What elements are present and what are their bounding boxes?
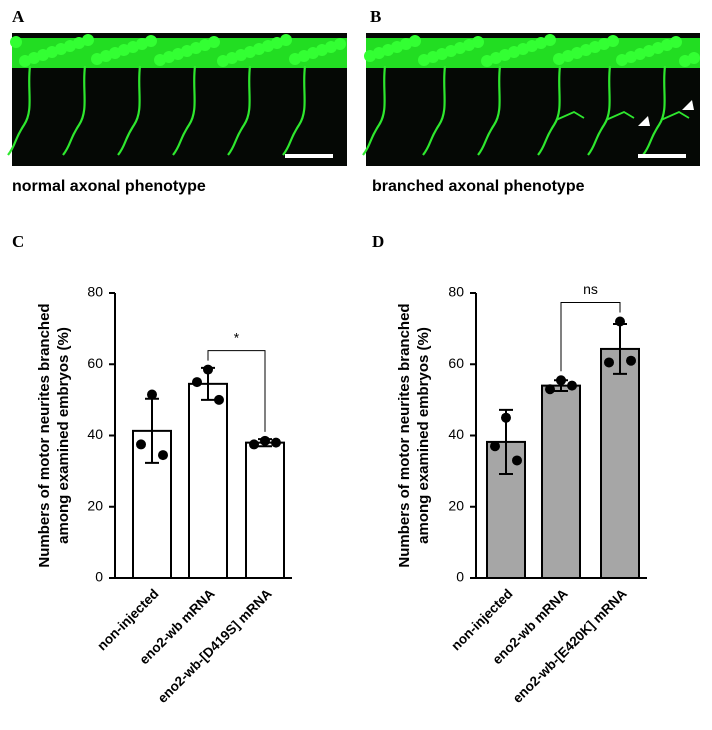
data-point	[567, 380, 577, 391]
micrograph-content	[7, 34, 700, 158]
axon	[477, 65, 502, 156]
cell-body	[472, 36, 484, 48]
axon	[7, 65, 32, 156]
significance-bracket	[207, 350, 266, 432]
significance-label: ns	[583, 281, 598, 297]
panel-label: B	[370, 7, 381, 26]
axon-branch	[660, 110, 690, 121]
data-point	[249, 439, 259, 450]
data-point	[203, 364, 213, 375]
data-point	[260, 435, 270, 446]
data-point	[501, 412, 511, 423]
x-tick-label: eno2-wb-[E420K] mRNA	[510, 586, 630, 706]
y-axis-label: among examined embryos (%)	[55, 327, 72, 544]
axon	[172, 65, 197, 156]
y-axis-label: Numbers of motor neurites branched	[396, 303, 413, 567]
cell-body	[82, 34, 94, 46]
cell-body	[334, 38, 346, 50]
cell-body	[688, 52, 700, 64]
significance-label: *	[234, 329, 240, 345]
data-point	[214, 394, 224, 405]
y-tick-label: 20	[87, 497, 103, 513]
data-point	[604, 357, 614, 368]
cell-body	[607, 35, 619, 47]
data-point	[271, 437, 281, 448]
y-tick-label: 0	[456, 569, 464, 585]
x-tick-label: eno2-wb-[D419S] mRNA	[155, 586, 275, 706]
axon	[587, 65, 612, 156]
y-tick-label: 80	[448, 284, 464, 300]
panel-label: C	[12, 232, 24, 251]
data-point	[192, 377, 202, 388]
cell-body	[10, 36, 22, 48]
bar	[600, 347, 640, 579]
data-point	[615, 316, 625, 327]
y-tick-label: 80	[87, 284, 103, 300]
bar	[188, 382, 228, 579]
scale-bar	[638, 154, 686, 158]
y-tick-label: 40	[448, 426, 464, 442]
y-axis-label: Numbers of motor neurites branched	[36, 303, 53, 567]
y-axis-label: among examined embryos (%)	[415, 327, 432, 544]
panel-label: D	[372, 232, 384, 251]
data-point	[556, 375, 566, 386]
cell-body	[280, 34, 292, 46]
y-tick-label: 0	[95, 569, 103, 585]
y-tick-label: 40	[87, 426, 103, 442]
bar-chart: Numbers of motor neurites branched among …	[36, 284, 292, 706]
caption: normal axonal phenotype	[12, 178, 206, 195]
axon	[362, 65, 387, 156]
cell-body	[670, 36, 682, 48]
axon	[422, 65, 447, 156]
scale-bar	[285, 154, 333, 158]
data-point	[136, 439, 146, 450]
y-tick-label: 60	[448, 355, 464, 371]
caption: branched axonal phenotype	[372, 178, 585, 195]
axon	[537, 65, 562, 156]
bar	[245, 441, 285, 579]
axon	[227, 65, 252, 156]
cell-body	[208, 36, 220, 48]
cell-body	[544, 34, 556, 46]
y-tick-label: 20	[448, 497, 464, 513]
arrowhead	[682, 100, 694, 110]
data-point	[545, 384, 555, 395]
arrowhead	[638, 116, 650, 126]
bar-chart: Numbers of motor neurites branched among …	[396, 281, 647, 706]
axon	[62, 65, 87, 156]
axon	[642, 65, 667, 156]
axon-branch	[605, 110, 635, 121]
data-point	[512, 455, 522, 466]
y-tick-label: 60	[87, 355, 103, 371]
significance-bracket	[560, 302, 621, 372]
panel-label: A	[12, 7, 25, 26]
data-point	[158, 450, 168, 461]
data-point	[490, 441, 500, 452]
data-point	[147, 389, 157, 400]
data-point	[626, 355, 636, 366]
cell-body	[145, 35, 157, 47]
cell-body	[409, 35, 421, 47]
axon	[117, 65, 142, 156]
axon	[282, 65, 307, 156]
bar	[541, 384, 581, 579]
axon-branch	[555, 110, 585, 121]
